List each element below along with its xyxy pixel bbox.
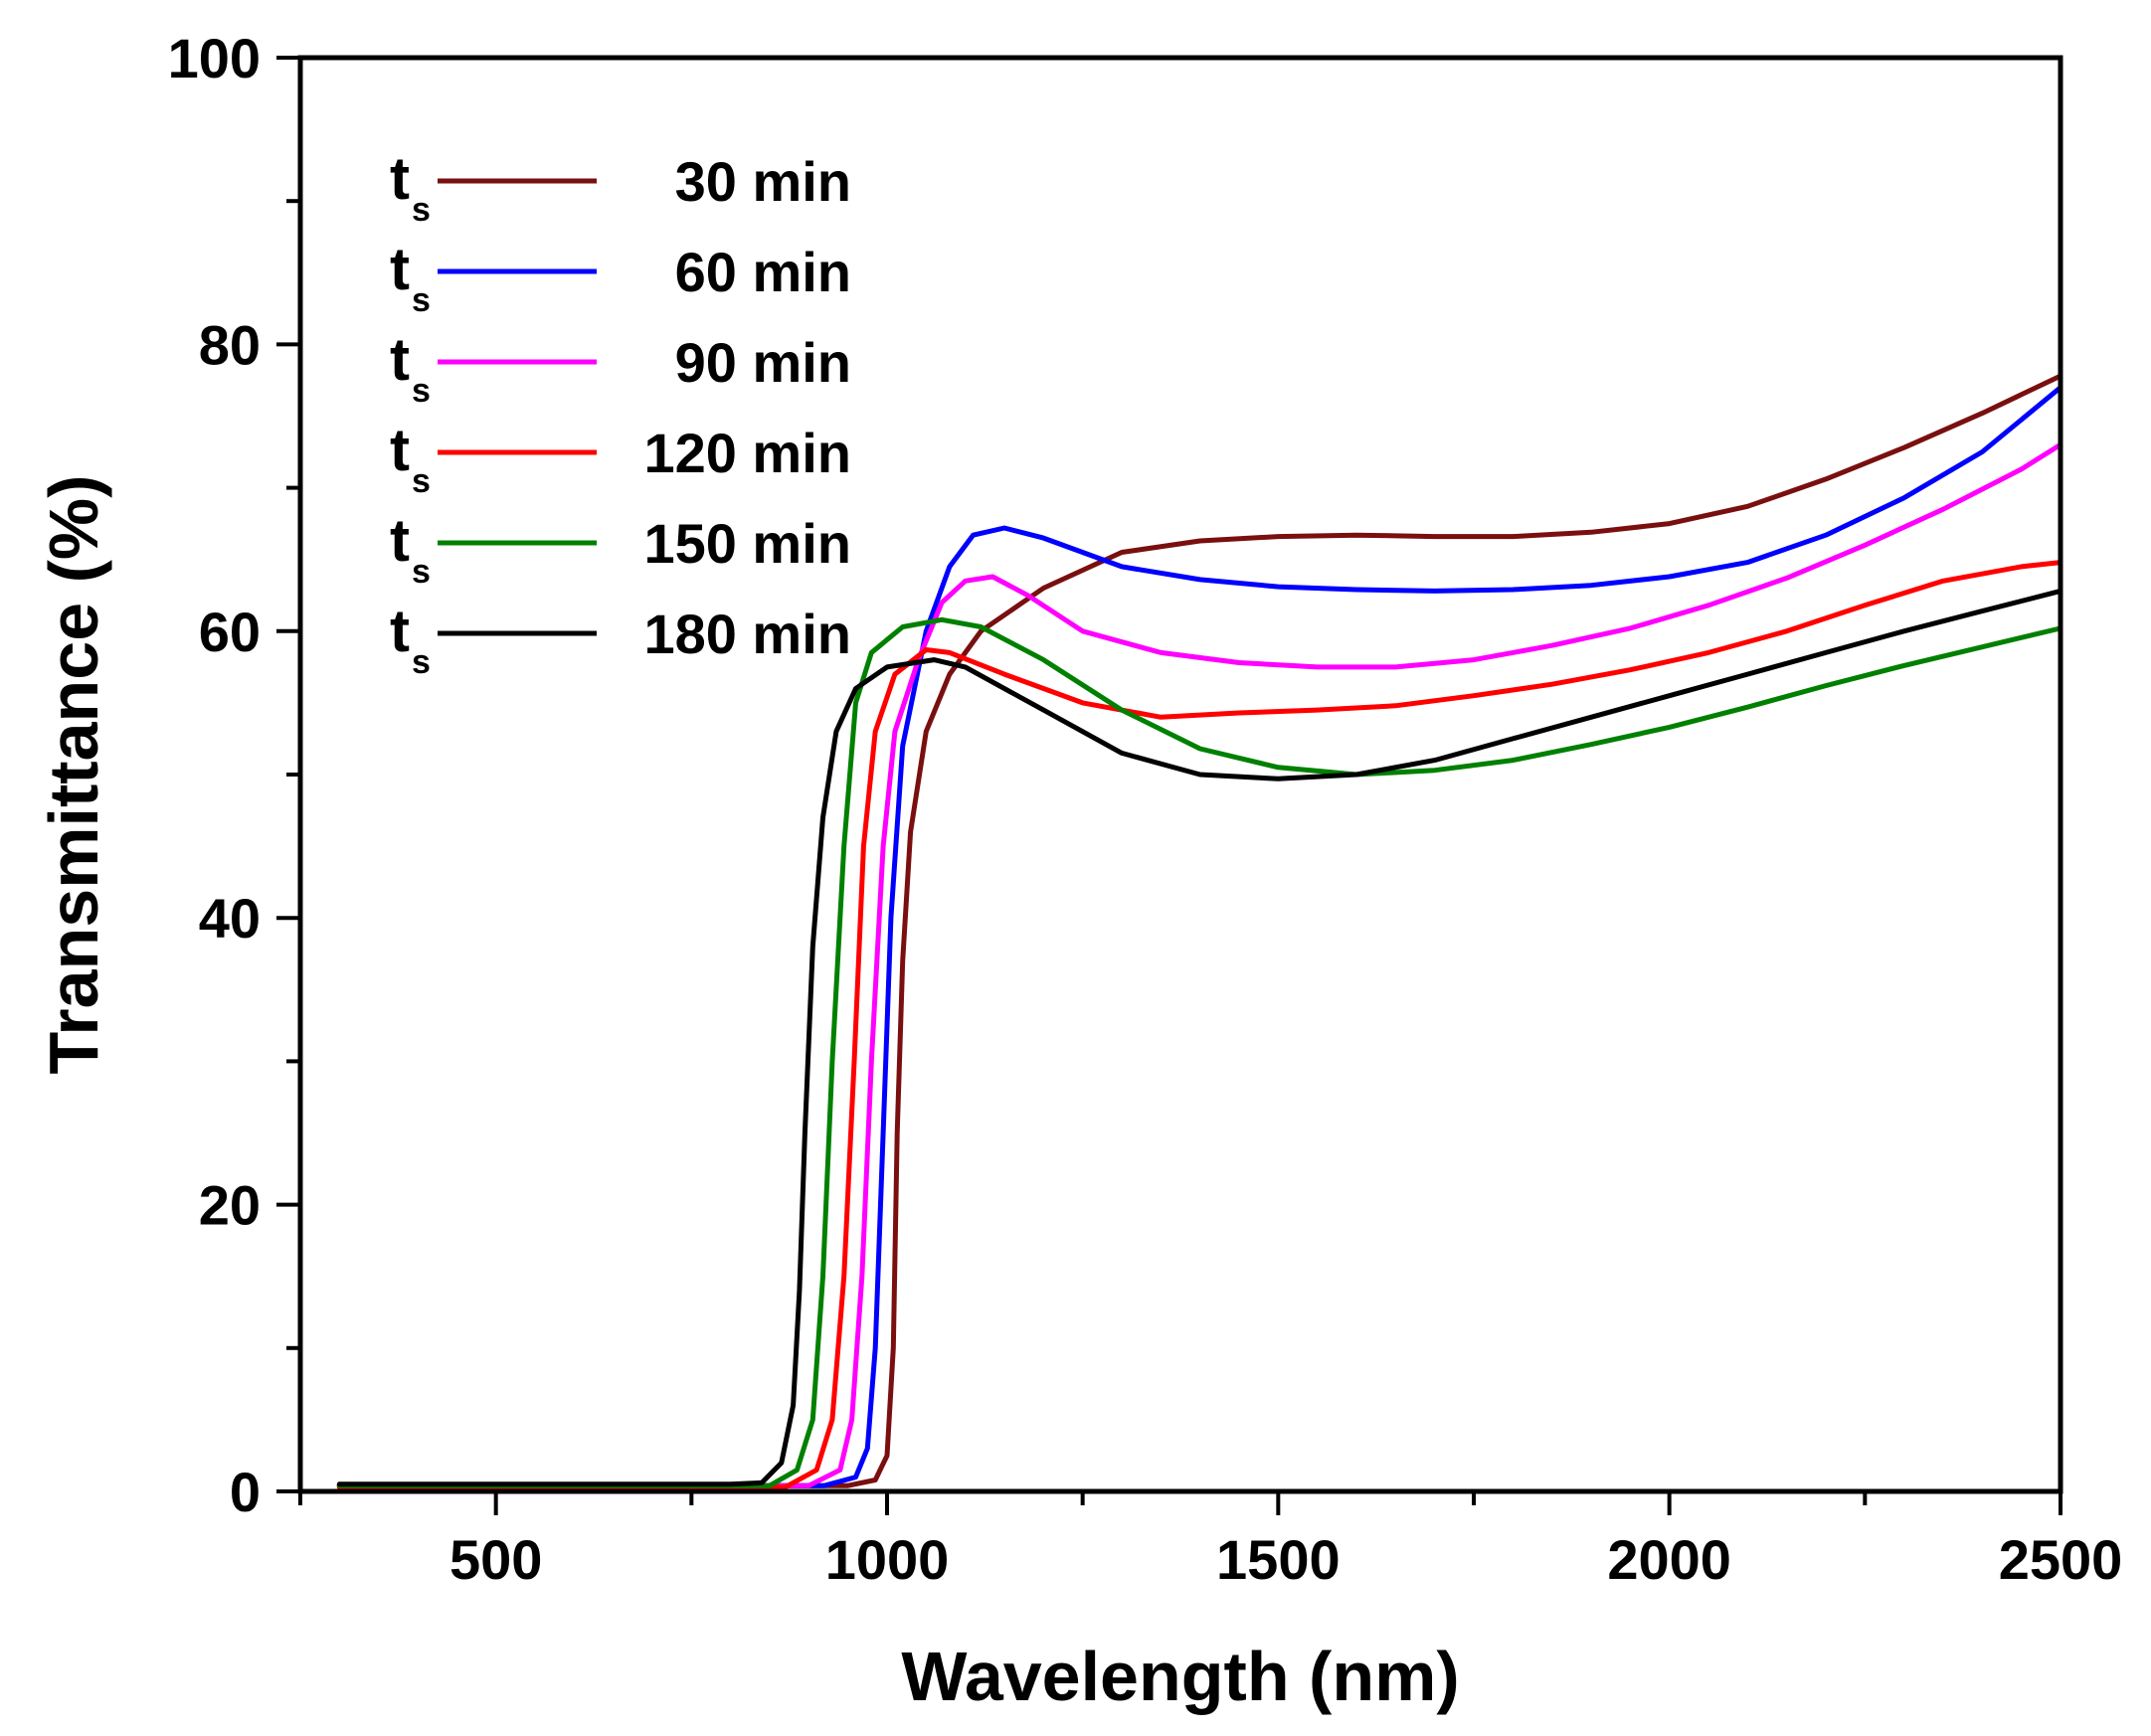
legend-item: t s 180 min [390, 598, 851, 681]
legend-subscript: s [412, 643, 431, 681]
legend-subscript: s [412, 372, 431, 410]
x-axis-label: Wavelength (nm) [901, 1638, 1459, 1715]
legend-label: 150 min [643, 512, 851, 575]
series-line-90-min [336, 441, 2063, 1488]
legend-item: t s 30 min [390, 145, 851, 229]
legend-label: 60 min [675, 241, 851, 303]
legend-label: 30 min [675, 150, 851, 213]
series-line-120-min [336, 560, 2063, 1490]
y-axis-label: Transmittance (%) [35, 475, 112, 1075]
legend-prefix: t [390, 507, 410, 574]
series-line-180-min [336, 588, 2063, 1487]
legend-prefix: t [390, 598, 410, 664]
legend-prefix: t [390, 236, 410, 302]
y-tick-label: 40 [199, 887, 261, 950]
x-tick-label: 1000 [825, 1528, 950, 1591]
legend-prefix: t [390, 145, 410, 212]
series-line-150-min [336, 616, 2063, 1488]
legend-subscript: s [412, 462, 431, 500]
legend-item: t s 120 min [390, 417, 851, 500]
legend-prefix: t [390, 417, 410, 483]
x-tick-label: 2500 [1999, 1528, 2123, 1591]
legend-label: 120 min [643, 422, 851, 484]
series-lines [336, 373, 2063, 1490]
x-axis-ticks: 500 1000 1500 2000 2500 [298, 1491, 2123, 1591]
legend-prefix: t [390, 326, 410, 393]
y-tick-label: 0 [230, 1461, 261, 1523]
y-axis-ticks: 0 20 40 60 80 100 [168, 27, 300, 1523]
legend-subscript: s [412, 191, 431, 229]
legend-item: t s 150 min [390, 507, 851, 591]
series-line-60-min [336, 385, 2063, 1488]
legend-item: t s 60 min [390, 236, 851, 319]
y-tick-label: 100 [168, 27, 261, 89]
x-tick-label: 2000 [1607, 1528, 1731, 1591]
x-tick-label: 500 [449, 1528, 542, 1591]
plot-frame [297, 55, 2063, 1494]
y-tick-label: 60 [199, 601, 261, 663]
series-line-30-min [336, 373, 2063, 1488]
legend-subscript: s [412, 281, 431, 319]
y-tick-label: 20 [199, 1174, 261, 1237]
legend-label: 180 min [643, 603, 851, 665]
legend-item: t s 90 min [390, 326, 851, 410]
y-tick-label: 80 [199, 313, 261, 376]
legend-subscript: s [412, 553, 431, 591]
legend-label: 90 min [675, 331, 851, 394]
x-tick-label: 1500 [1216, 1528, 1341, 1591]
